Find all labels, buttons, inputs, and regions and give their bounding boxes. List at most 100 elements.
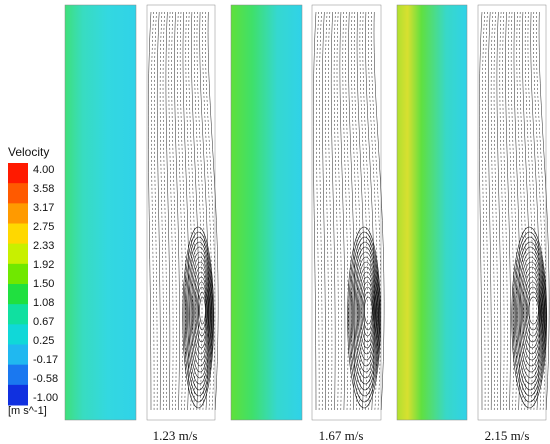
contour-plot (64, 4, 137, 421)
vortex-line (516, 246, 545, 385)
streamline (505, 11, 511, 411)
streamlines (479, 11, 550, 411)
streamline (336, 11, 342, 411)
streamline (339, 11, 346, 411)
colorbar-tick-label: 3.58 (33, 183, 54, 195)
streamline (522, 11, 531, 411)
vortex-line (347, 226, 381, 409)
streamline (191, 11, 200, 411)
vortex-line (196, 286, 207, 337)
vortex-line (352, 246, 379, 385)
colorbar-tick-label: 3.17 (33, 202, 54, 214)
vortex-line (356, 266, 377, 361)
streamline (148, 11, 152, 411)
colorbar: Velocity 4.00 3.58 3.17 2.75 2.33 1.92 1.50 1.0… (8, 145, 58, 417)
vortex-line (522, 271, 542, 355)
vortex-line (518, 256, 544, 373)
vortex-line (199, 296, 206, 325)
streamline (159, 11, 164, 411)
colorbar-segment (8, 364, 28, 386)
streamline (174, 11, 180, 411)
streamline (168, 11, 174, 411)
colorbar-unit: [m s^-1] (8, 405, 47, 417)
vortex-line (511, 226, 548, 409)
colorbar-tick-label: 1.92 (33, 259, 54, 271)
vortex-line (361, 286, 374, 337)
vortex-line (195, 281, 208, 343)
panel-caption: 1.23 m/s (153, 428, 198, 443)
streamline (207, 11, 219, 411)
colorbar-scale: 4.00 3.58 3.17 2.75 2.33 1.92 1.50 1.08 0.67 0.25… (8, 163, 58, 406)
streamline (479, 11, 483, 411)
streamline (205, 11, 216, 411)
streamline (165, 11, 171, 411)
streamline (373, 11, 385, 411)
streamline (322, 11, 326, 411)
colorbar-tick-label: -0.58 (33, 373, 58, 385)
streamline (519, 11, 527, 411)
colorbar-segment (8, 223, 28, 245)
vortex-line (364, 296, 373, 325)
colorbar-segment (8, 284, 28, 305)
colorbar-segment (8, 203, 28, 224)
streamline (370, 11, 382, 411)
streamline (510, 11, 518, 411)
streamline (171, 11, 177, 411)
streamlines (148, 11, 219, 411)
vortex-line (198, 291, 207, 331)
streamline (482, 11, 486, 411)
streamline (156, 11, 161, 411)
vortex-line (512, 231, 547, 403)
streamline (530, 11, 540, 411)
streamline (502, 11, 508, 411)
vortex-line (188, 251, 212, 379)
colorbar-tick-label: 1.50 (33, 278, 54, 290)
colorbar-title: Velocity (8, 145, 49, 159)
streamline (185, 11, 193, 411)
vortex-line (193, 271, 209, 355)
streamline (487, 11, 492, 411)
colorbar-tick-label: -0.17 (33, 354, 58, 366)
panel-caption: 1.67 m/s (319, 428, 364, 443)
streamline (356, 11, 365, 411)
vortex-line (184, 236, 213, 397)
vortex-line (192, 266, 210, 361)
streamline (182, 11, 190, 411)
vortex-line (354, 256, 378, 373)
colorbar-tick-label: 4.00 (33, 164, 54, 176)
panel: 1.23 m/s (64, 4, 219, 443)
vortex-line (521, 266, 543, 361)
colorbar-segment (8, 304, 28, 325)
streamline (177, 11, 183, 411)
panel: 1.67 m/s (230, 4, 385, 443)
vortex-line (527, 291, 540, 331)
streamline (328, 11, 333, 411)
vortex-line (528, 296, 539, 325)
vortex-line (183, 231, 214, 403)
streamline (496, 11, 502, 411)
vortex-line (350, 241, 380, 391)
vortex-line (194, 276, 209, 349)
vortex-line (360, 281, 375, 343)
streamline (538, 11, 550, 411)
vortex-line (182, 226, 215, 409)
colorbar-tick-label: 0.25 (33, 335, 54, 347)
streamline (362, 11, 372, 411)
colorbar-tick-label: -1.00 (33, 392, 58, 404)
colorbar-segment (8, 384, 28, 406)
streamline (485, 11, 489, 411)
streamline (513, 11, 521, 411)
streamline (319, 11, 323, 411)
vortex-line (189, 256, 211, 373)
streamline (154, 11, 158, 411)
vortex-line (362, 291, 374, 331)
streamline (330, 11, 336, 411)
colorbar-tick-label: 1.08 (33, 297, 54, 309)
streamline (313, 11, 317, 411)
colorbar-segment (8, 263, 28, 285)
colorbar-tick-label: 0.67 (33, 316, 54, 328)
vortex-line (525, 286, 540, 337)
vortex-line (358, 271, 376, 355)
colorbar-tick-label: 2.75 (33, 221, 54, 233)
